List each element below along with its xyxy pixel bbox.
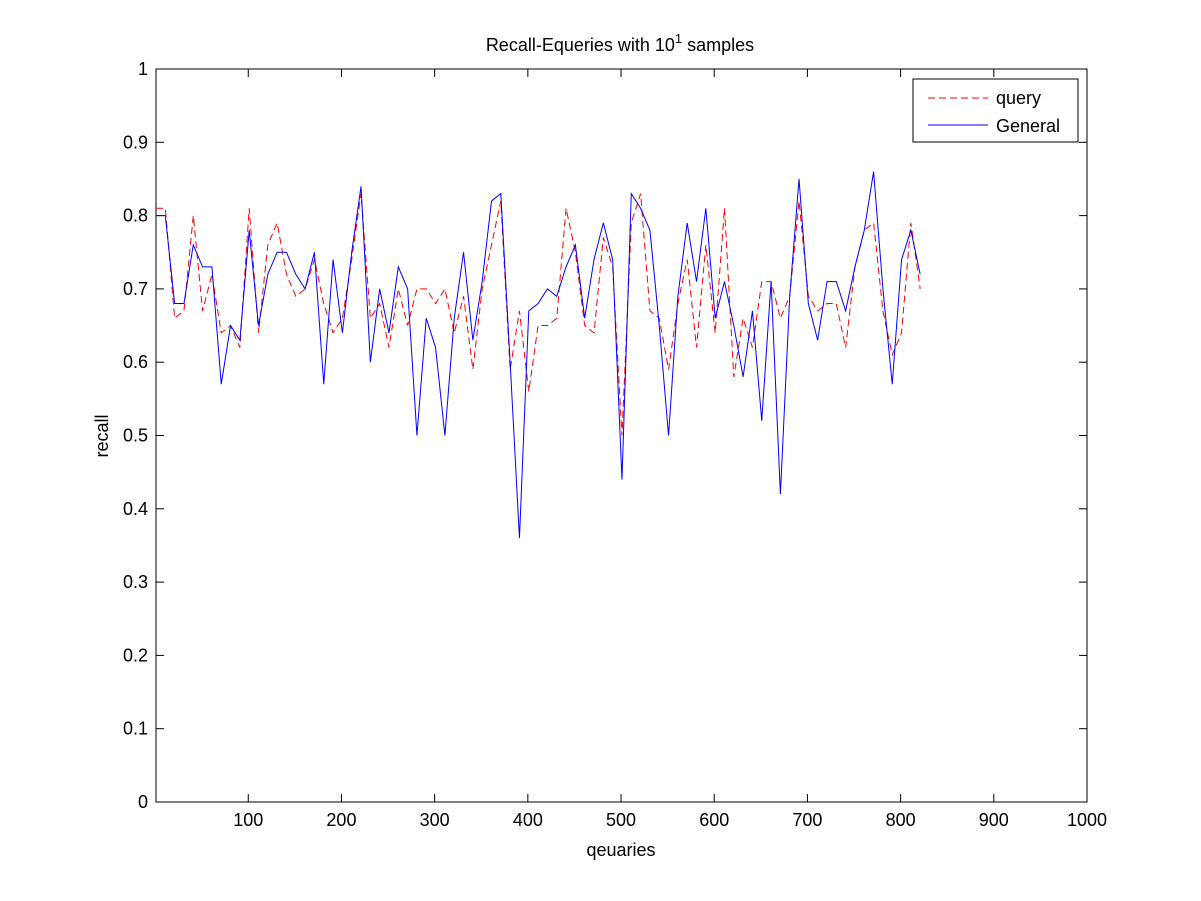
plot-area: 100 200 300 400 500 600 700 800 900 1000 00.10.20…	[123, 59, 1107, 830]
y-tick-label: 0	[138, 792, 148, 812]
legend-label-query: query	[996, 88, 1041, 108]
legend-box	[912, 78, 1079, 143]
x-tick-label: 1000	[1067, 810, 1107, 830]
y-tick-label: 0.9	[123, 132, 148, 152]
chart-title-prefix: Recall-Equeries with 10	[486, 35, 675, 55]
y-tick-label: 0.3	[123, 572, 148, 592]
legend: query General	[912, 78, 1079, 143]
chart-title-suffix: samples	[682, 35, 754, 55]
x-tick-label: 900	[979, 810, 1009, 830]
y-tick-label: 0.7	[123, 279, 148, 299]
x-tick-label: 800	[886, 810, 916, 830]
y-tick-label: 0.8	[123, 206, 148, 226]
y-tick-label: 0.4	[123, 499, 148, 519]
y-tick-label: 0.2	[123, 645, 148, 665]
x-tick-label: 200	[326, 810, 356, 830]
y-tick-label: 0.6	[123, 352, 148, 372]
x-axis-ticks: 100 200 300 400 500 600 700 800 900 1000	[233, 69, 1107, 830]
series-line-general	[156, 171, 921, 539]
chart-title-superscript: 1	[675, 31, 682, 46]
x-axis-label: qeuaries	[586, 840, 655, 860]
x-tick-label: 100	[233, 810, 263, 830]
y-tick-label: 0.1	[123, 719, 148, 739]
x-tick-label: 400	[513, 810, 543, 830]
series-layer	[156, 171, 921, 539]
y-tick-label: 1	[138, 59, 148, 79]
x-tick-label: 600	[699, 810, 729, 830]
chart-title: Recall-Equeries with 101 samples	[486, 31, 754, 55]
y-axis-ticks: 0 0.1 0.2 0.3 0.4 0.5 0.6 0.7 0.8 0.9 1	[123, 59, 1087, 812]
x-tick-label: 700	[792, 810, 822, 830]
x-tick-label: 500	[606, 810, 636, 830]
x-tick-label: 300	[420, 810, 450, 830]
y-axis-label: recall	[92, 414, 112, 457]
legend-label-general: General	[996, 116, 1060, 136]
y-tick-label: 0.5	[123, 426, 148, 446]
